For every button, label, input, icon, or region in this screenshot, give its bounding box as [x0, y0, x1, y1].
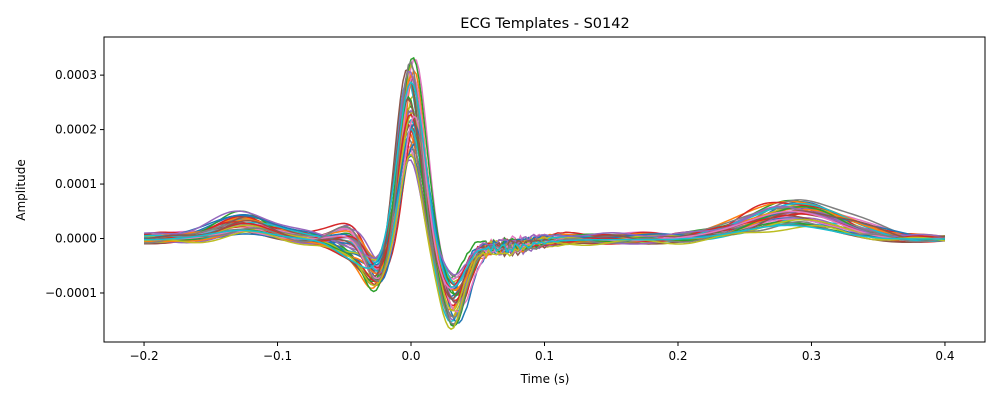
x-tick-label: 0.4: [935, 349, 954, 363]
y-tick-label: 0.0002: [55, 123, 97, 137]
y-tick-label: −0.0001: [45, 286, 97, 300]
y-axis-label: Amplitude: [14, 159, 28, 221]
y-tick-label: 0.0003: [55, 68, 97, 82]
x-tick-label: 0.2: [668, 349, 687, 363]
template-line: [144, 70, 946, 276]
template-line: [143, 97, 946, 300]
template-line: [144, 127, 946, 286]
x-tick-label: 0.3: [802, 349, 821, 363]
tick-group: −0.2 −0.1 0.0 0.1 0.2 0.3 0.4 −0.0001 0.0000 0.00…: [45, 68, 955, 363]
template-line: [144, 81, 945, 289]
y-tick-label: 0.0000: [55, 232, 97, 246]
x-axis-label: Time (s): [520, 372, 570, 386]
series-group: [143, 56, 946, 331]
plot-frame: [103, 36, 986, 343]
chart-title: ECG Templates - S0142: [460, 16, 629, 32]
x-tick-label: 0.1: [535, 349, 554, 363]
y-tick-label: 0.0001: [55, 177, 97, 191]
x-tick-label: −0.1: [263, 349, 292, 363]
x-tick-label: 0.0: [401, 349, 420, 363]
x-tick-label: −0.2: [129, 349, 158, 363]
template-line: [143, 153, 946, 331]
